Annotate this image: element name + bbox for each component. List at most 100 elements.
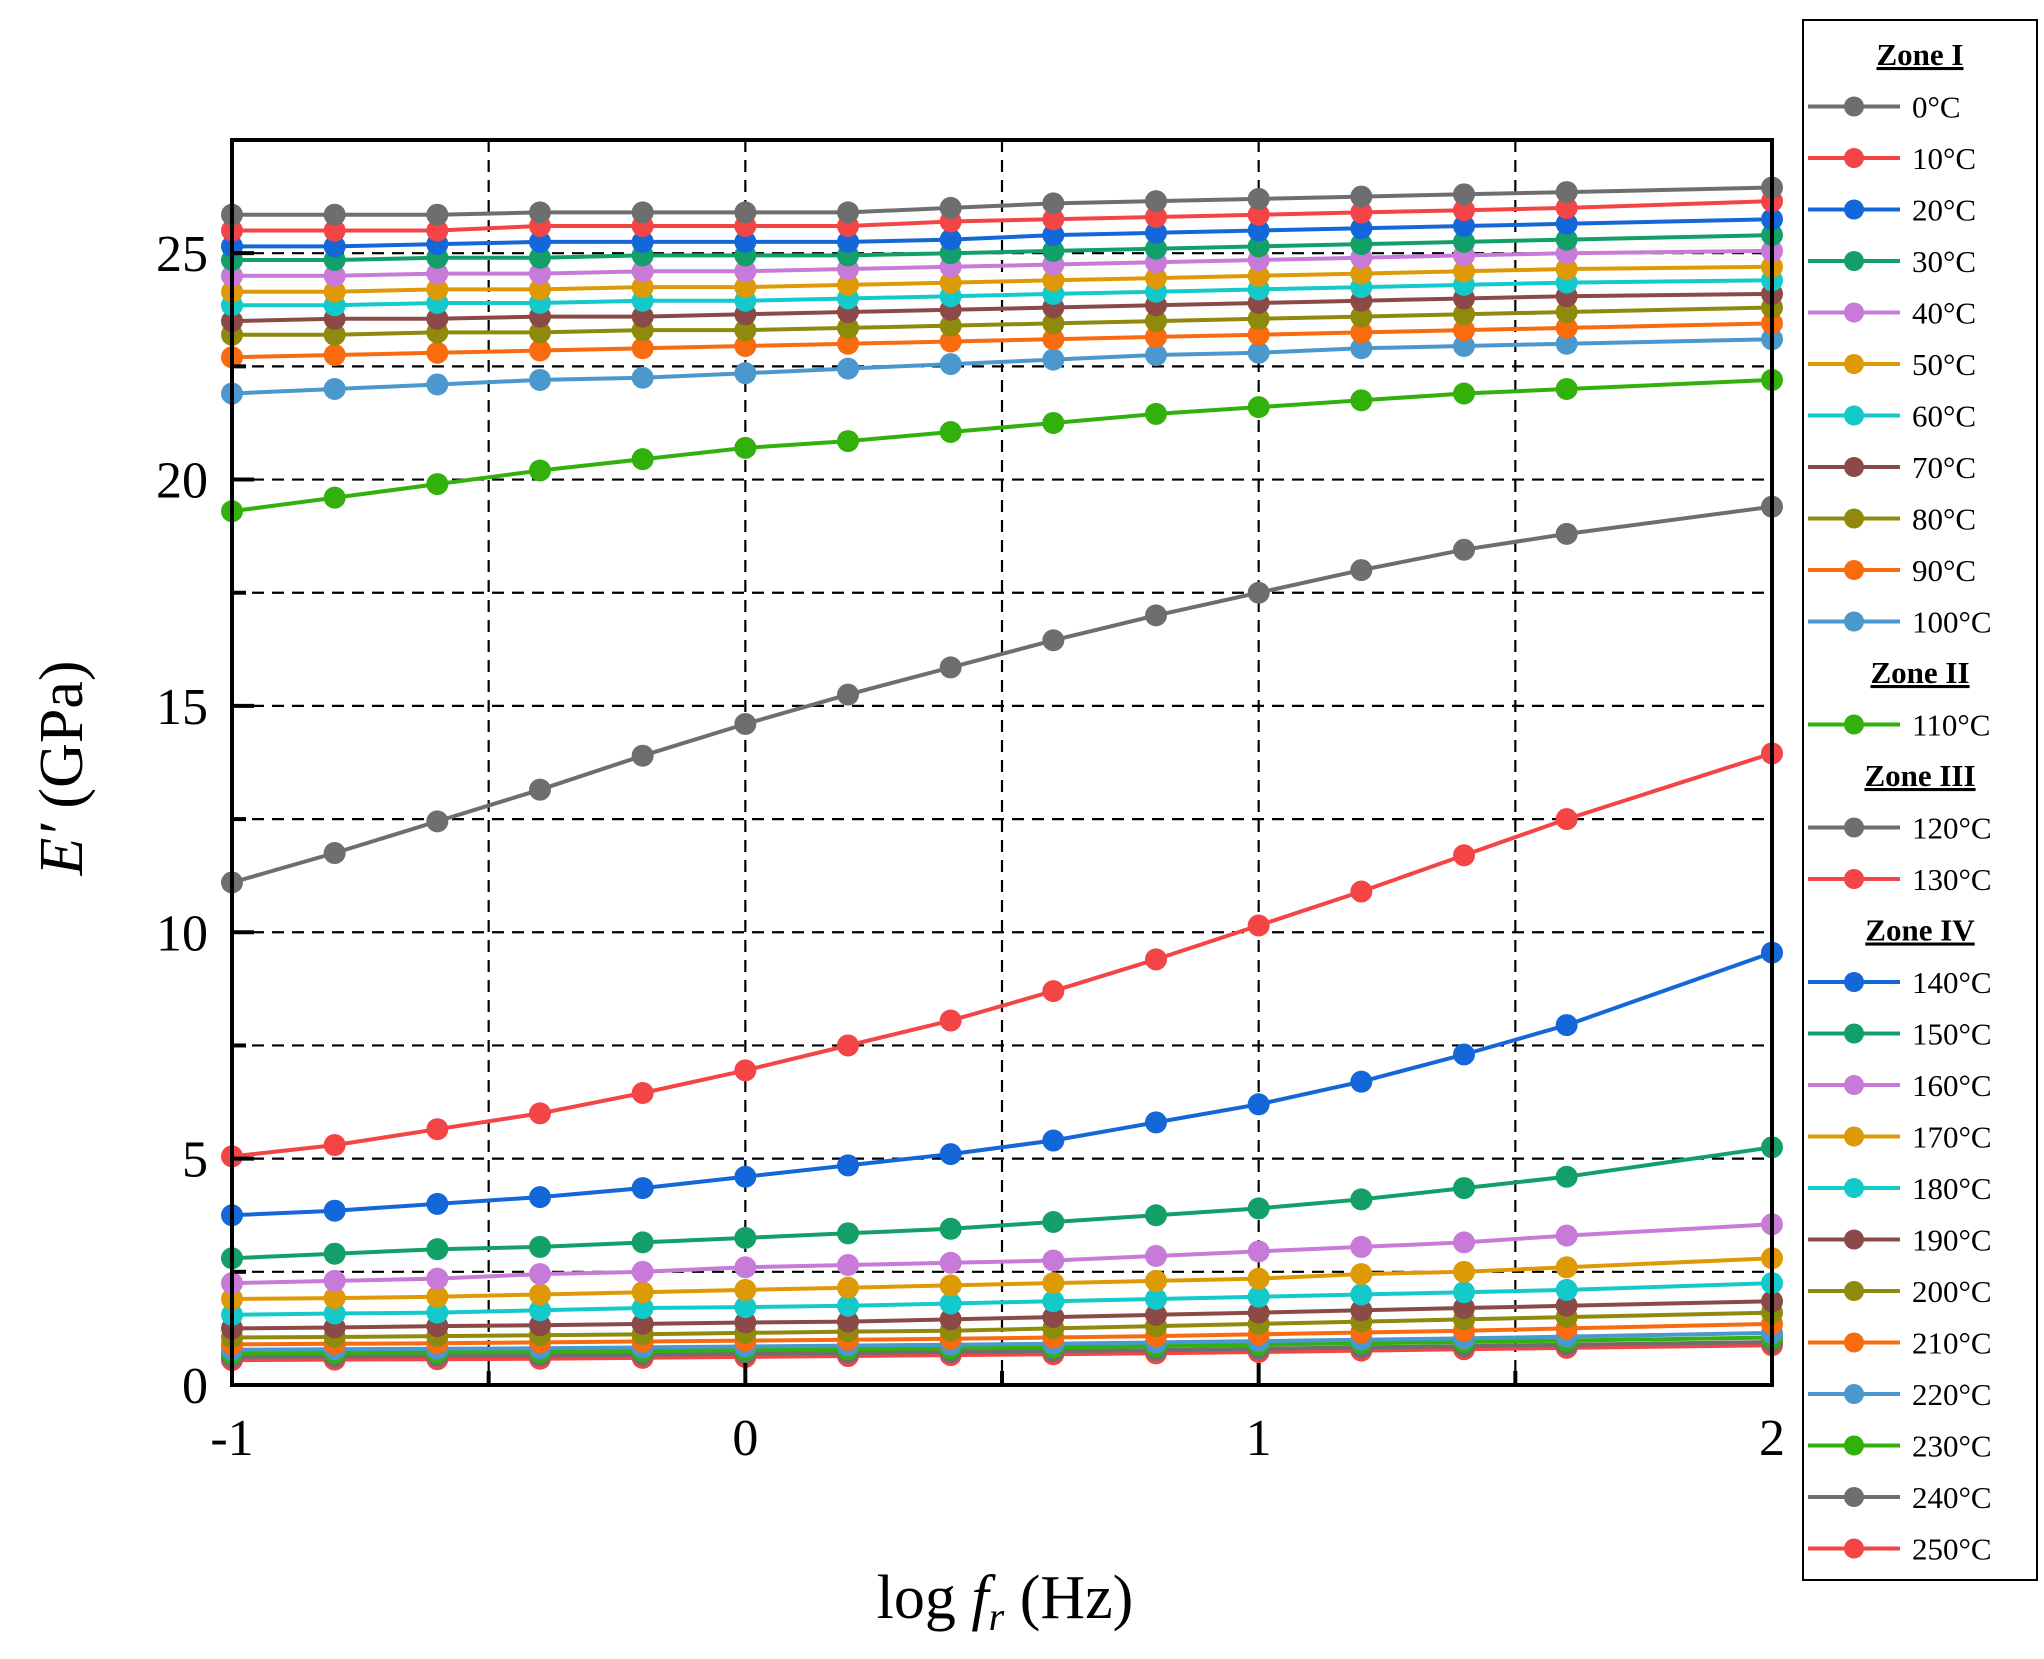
x-tick-label: 2 bbox=[1759, 1410, 1785, 1467]
legend-label: 80°C bbox=[1912, 502, 1976, 537]
legend-item: 0°C bbox=[1808, 90, 1961, 125]
x-axis-title-unit: (Hz) bbox=[1004, 1564, 1133, 1632]
legend-swatch-marker bbox=[1844, 148, 1864, 168]
data-point bbox=[837, 1034, 859, 1057]
legend-swatch-marker bbox=[1844, 611, 1864, 632]
data-point bbox=[939, 656, 962, 679]
data-point bbox=[837, 1154, 859, 1177]
legend-item: 190°C bbox=[1808, 1223, 1992, 1258]
data-point bbox=[323, 1269, 346, 1292]
data-point bbox=[939, 330, 962, 353]
series-160°C bbox=[221, 1213, 1783, 1295]
data-point bbox=[1145, 1244, 1167, 1267]
data-point bbox=[734, 1311, 757, 1334]
data-point bbox=[837, 1294, 859, 1317]
data-point bbox=[631, 276, 654, 299]
data-point bbox=[426, 341, 449, 364]
data-point bbox=[837, 316, 859, 339]
data-point bbox=[426, 473, 449, 496]
legend-item: 250°C bbox=[1808, 1532, 1992, 1567]
data-point bbox=[631, 366, 654, 389]
legend-item: 40°C bbox=[1808, 296, 1976, 331]
data-point bbox=[426, 219, 449, 242]
y-axis-title-unit: (GPa) bbox=[28, 660, 96, 824]
series-170°C bbox=[221, 1247, 1783, 1310]
legend-label: 160°C bbox=[1912, 1068, 1992, 1103]
series-40°C bbox=[221, 239, 1783, 287]
data-point bbox=[1555, 332, 1578, 355]
data-point bbox=[734, 334, 757, 357]
series-line bbox=[231, 1222, 1773, 1286]
data-point bbox=[631, 448, 654, 471]
data-point bbox=[1350, 1263, 1373, 1286]
legend-swatch-marker bbox=[1844, 714, 1864, 735]
legend-label: 230°C bbox=[1912, 1429, 1992, 1464]
data-point bbox=[529, 321, 551, 344]
legend-swatch-marker bbox=[1844, 405, 1864, 426]
legend-label: 250°C bbox=[1912, 1532, 1992, 1567]
data-point bbox=[426, 1118, 449, 1141]
data-point bbox=[426, 373, 449, 396]
data-point bbox=[529, 246, 551, 269]
data-point bbox=[631, 1281, 654, 1304]
legend-label: 90°C bbox=[1912, 553, 1976, 588]
data-point bbox=[1247, 1301, 1270, 1324]
data-point bbox=[939, 314, 962, 337]
legend-label: 240°C bbox=[1912, 1480, 1992, 1515]
data-point bbox=[1247, 1285, 1270, 1308]
data-point bbox=[1350, 185, 1373, 208]
legend-item: 130°C bbox=[1808, 862, 1992, 897]
series-140°C bbox=[221, 941, 1783, 1227]
data-point bbox=[1145, 310, 1167, 333]
legend-swatch-marker bbox=[1844, 1435, 1864, 1456]
data-point bbox=[1042, 348, 1065, 371]
data-point bbox=[529, 1283, 551, 1306]
data-point bbox=[1453, 1043, 1475, 1066]
data-point bbox=[1453, 319, 1475, 342]
data-point bbox=[426, 1285, 449, 1308]
legend-label: 0°C bbox=[1912, 90, 1961, 125]
data-point bbox=[631, 1260, 654, 1283]
data-point bbox=[734, 260, 757, 283]
data-point bbox=[1555, 808, 1578, 831]
data-point bbox=[734, 1059, 757, 1082]
series-120°C bbox=[221, 495, 1783, 894]
data-point bbox=[734, 201, 757, 224]
data-point bbox=[1453, 1297, 1475, 1320]
series-50°C bbox=[221, 255, 1783, 303]
x-axis-title-sub: r bbox=[989, 1594, 1005, 1639]
data-point bbox=[734, 1278, 757, 1301]
data-point bbox=[1555, 196, 1578, 219]
data-point bbox=[1350, 262, 1373, 285]
data-point bbox=[837, 1254, 859, 1277]
legend-item: 210°C bbox=[1808, 1326, 1992, 1361]
data-point bbox=[1042, 239, 1065, 262]
data-point bbox=[631, 1312, 654, 1335]
data-point bbox=[1555, 316, 1578, 339]
data-point bbox=[1453, 1260, 1475, 1283]
data-point bbox=[529, 278, 551, 301]
data-point bbox=[426, 810, 449, 833]
legend-label: 190°C bbox=[1912, 1223, 1992, 1258]
series-10°C bbox=[221, 190, 1783, 242]
data-point bbox=[1350, 559, 1373, 582]
data-point bbox=[529, 1186, 551, 1209]
legend-item: 150°C bbox=[1808, 1017, 1992, 1052]
data-point bbox=[323, 219, 346, 242]
data-point bbox=[1145, 1287, 1167, 1310]
data-point bbox=[1555, 378, 1578, 400]
legend-swatch-marker bbox=[1844, 560, 1864, 580]
data-point bbox=[1145, 402, 1167, 425]
legend-swatch-marker bbox=[1844, 302, 1864, 323]
data-point bbox=[939, 271, 962, 294]
data-point bbox=[837, 273, 859, 296]
legend-swatch-marker bbox=[1844, 457, 1864, 477]
data-point bbox=[1145, 1303, 1167, 1326]
data-point bbox=[1247, 396, 1270, 419]
legend-swatch-marker bbox=[1844, 1538, 1864, 1559]
data-point bbox=[1042, 328, 1065, 351]
data-point bbox=[734, 276, 757, 299]
data-point bbox=[426, 203, 449, 226]
legend-item: 200°C bbox=[1808, 1274, 1992, 1309]
data-point bbox=[323, 1199, 346, 1222]
